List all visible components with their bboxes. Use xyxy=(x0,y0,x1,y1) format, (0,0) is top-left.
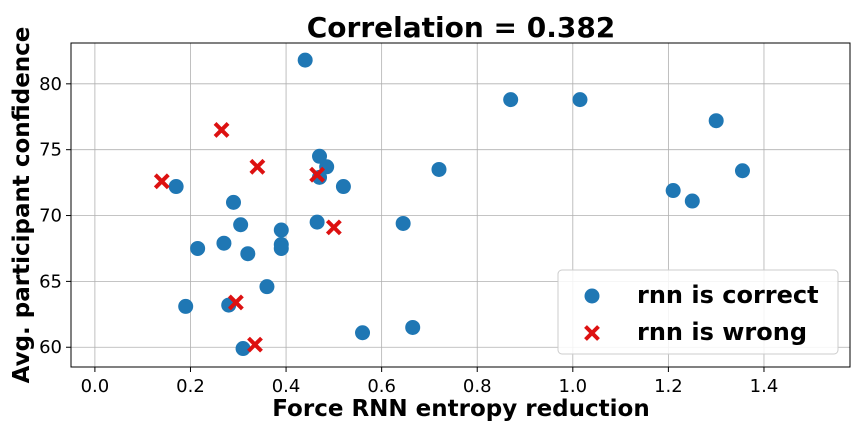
point-rnn-correct xyxy=(405,319,421,335)
y-tick-label: 70 xyxy=(39,206,62,227)
point-rnn-correct xyxy=(168,179,184,195)
legend: rnn is correct rnn is wrong xyxy=(557,269,839,355)
legend-marker-circle xyxy=(584,288,600,304)
legend-box xyxy=(557,269,839,355)
x-tick-label: 0.4 xyxy=(272,376,301,397)
point-rnn-correct xyxy=(665,183,681,199)
y-tick-label: 80 xyxy=(39,74,62,95)
plot-frame xyxy=(70,42,851,368)
point-rnn-correct xyxy=(312,148,328,164)
legend-marker-x xyxy=(584,325,600,341)
x-tick-label: 1.4 xyxy=(750,376,779,397)
point-rnn-correct xyxy=(240,246,256,262)
point-rnn-correct xyxy=(503,92,519,108)
point-rnn-correct xyxy=(233,217,249,233)
y-tick-label: 65 xyxy=(39,271,62,292)
y-axis-label: Avg. participant confidence xyxy=(9,27,35,384)
point-rnn-wrong xyxy=(213,122,230,138)
point-rnn-correct xyxy=(309,214,325,230)
point-rnn-wrong xyxy=(309,166,326,183)
point-rnn-wrong xyxy=(227,294,244,311)
point-rnn-wrong xyxy=(325,219,342,236)
point-rnn-correct xyxy=(225,194,241,210)
legend-label-correct: rnn is correct xyxy=(637,281,819,309)
x-axis-label: Force RNN entropy reduction xyxy=(272,396,649,422)
point-rnn-correct xyxy=(297,52,313,68)
x-tick-label: 0.6 xyxy=(367,376,396,397)
point-rnn-correct xyxy=(273,240,289,256)
x-tick-label: 1.0 xyxy=(558,376,587,397)
data-points xyxy=(153,52,750,357)
y-tick-label: 75 xyxy=(39,140,62,161)
x-tick-label: 0.2 xyxy=(176,376,205,397)
point-rnn-correct xyxy=(395,215,411,231)
y-tick-label: 60 xyxy=(39,337,62,358)
point-rnn-correct xyxy=(734,163,750,179)
point-rnn-correct xyxy=(335,179,351,195)
x-tick-label: 0.0 xyxy=(81,376,110,397)
point-rnn-correct xyxy=(216,235,232,251)
y-ticks: 60 65 70 75 80 xyxy=(39,74,71,358)
x-tick-label: 1.2 xyxy=(654,376,683,397)
chart-title: Correlation = 0.382 xyxy=(307,11,616,44)
point-rnn-correct xyxy=(178,298,194,314)
point-rnn-wrong xyxy=(153,173,170,190)
point-rnn-correct xyxy=(235,341,251,357)
legend-marker-correct xyxy=(584,288,600,304)
x-tick-label: 0.8 xyxy=(463,376,492,397)
point-rnn-correct xyxy=(273,222,289,238)
point-rnn-correct xyxy=(572,92,588,108)
point-rnn-correct xyxy=(355,325,371,341)
point-rnn-wrong xyxy=(249,158,266,175)
legend-marker-wrong xyxy=(584,325,600,341)
point-rnn-correct xyxy=(684,193,700,209)
point-rnn-correct xyxy=(708,113,724,129)
point-rnn-wrong xyxy=(247,336,263,353)
point-rnn-correct xyxy=(190,240,206,256)
x-ticks: 0.0 0.2 0.4 0.6 0.8 1.0 1.2 1.4 xyxy=(81,367,779,397)
legend-label-wrong: rnn is wrong xyxy=(637,318,807,346)
point-rnn-correct xyxy=(259,279,275,295)
point-rnn-correct xyxy=(431,161,447,177)
